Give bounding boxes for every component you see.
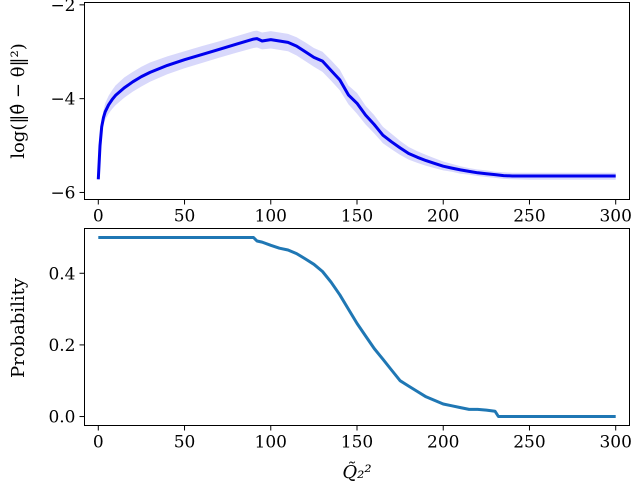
x-tick-label: 0: [93, 433, 104, 453]
x-tick-label: 150: [341, 207, 373, 227]
bottom-ticks: 0 50 100 150 200 250 300 0.0 0.2 0.4: [48, 264, 631, 452]
top-panel: 0 50 100 150 200 250 300 −6 −4 −2 log(‖θ̂ − θ‖²): [8, 0, 632, 227]
x-tick-label: 300: [599, 207, 631, 227]
bottom-y-axis-label: Probability: [8, 277, 29, 378]
x-tick-label: 250: [513, 433, 545, 453]
x-tick-label: 200: [427, 433, 459, 453]
top-ticks: 0 50 100 150 200 250 300 −6 −4 −2: [50, 0, 631, 227]
x-tick-label: 100: [255, 433, 287, 453]
confidence-band: [98, 30, 616, 182]
x-tick-label: 300: [599, 433, 631, 453]
mean-error-line: [96, 37, 616, 180]
x-tick-label: 250: [513, 207, 545, 227]
y-tick-label: 0.4: [48, 264, 75, 284]
probability-line: [98, 236, 616, 418]
x-tick-label: 50: [174, 433, 196, 453]
x-tick-label: 50: [174, 207, 196, 227]
x-tick-label: 100: [255, 207, 287, 227]
x-tick-label: 150: [341, 433, 373, 453]
y-tick-label: 0.0: [48, 408, 75, 428]
bottom-x-axis-label: Q̃₂²: [342, 461, 371, 483]
top-y-axis-label: log(‖θ̂ − θ‖²): [8, 43, 29, 159]
bottom-plot-frame: [84, 228, 630, 426]
y-tick-label: −4: [50, 90, 75, 110]
y-tick-label: 0.2: [48, 336, 75, 356]
y-tick-label: −6: [50, 183, 75, 203]
y-tick-label: −2: [50, 0, 75, 16]
x-tick-label: 0: [93, 207, 104, 227]
x-tick-label: 200: [427, 207, 459, 227]
